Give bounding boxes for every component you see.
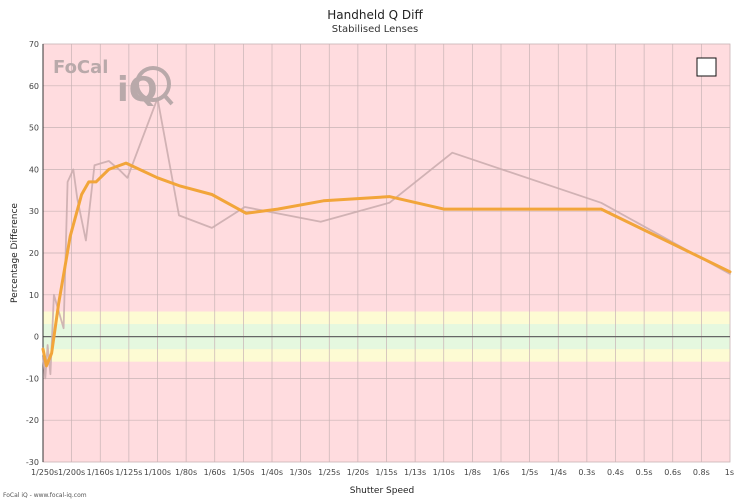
x-tick-label: 0.4s [607, 468, 624, 477]
x-tick-label: 0.5s [636, 468, 653, 477]
x-tick-label: 1/40s [261, 468, 283, 477]
y-tick-label: 60 [29, 82, 39, 91]
y-tick-label: -30 [26, 458, 39, 467]
y-tick-label: 10 [29, 291, 39, 300]
chart-subtitle: Stabilised Lenses [332, 24, 418, 35]
x-tick-label: 1/250s [31, 468, 58, 477]
x-tick-label: 1/80s [175, 468, 197, 477]
series-line-smoothed [41, 161, 732, 368]
x-tick-label: 1/5s [521, 468, 538, 477]
x-tick-label: 1/13s [404, 468, 426, 477]
y-tick-label: -20 [26, 416, 39, 425]
footer-credit: FoCal iQ - www.focal-iq.com [3, 492, 87, 499]
x-tick-label: 0.3s [578, 468, 595, 477]
x-tick-label: 1s [725, 468, 734, 477]
y-tick-label: 30 [29, 207, 39, 216]
x-tick-label: 1/200s [58, 468, 85, 477]
y-tick-label: 20 [29, 249, 39, 258]
y-tick-label: 50 [29, 124, 39, 133]
x-tick-label: 1/125s [115, 468, 142, 477]
plot-area: -30 -20 -10 0 10 20 30 40 50 60 70 1/250s 1/200s 1/16… [26, 40, 734, 477]
focal-iq-logo: FoCal iQ [53, 57, 174, 110]
x-tick-label: 0.6s [664, 468, 681, 477]
x-tick-label: 1/15s [375, 468, 397, 477]
y-tick-label: 40 [29, 165, 39, 174]
y-tick-label: 70 [29, 40, 39, 49]
x-tick-label: 1/8s [464, 468, 481, 477]
x-tick-label: 1/60s [204, 468, 226, 477]
x-tick-label: 1/10s [433, 468, 455, 477]
x-tick-label: 1/6s [492, 468, 509, 477]
y-axis-label: Percentage Difference [10, 203, 20, 303]
magnifier-handle-icon [163, 94, 174, 106]
x-tick-label: 1/30s [290, 468, 312, 477]
x-tick-label: 0.8s [693, 468, 710, 477]
x-tick-label: 1/25s [318, 468, 340, 477]
magnifier-icon [135, 66, 171, 102]
series-line-raw [42, 97, 731, 380]
x-tick-label: 1/20s [347, 468, 369, 477]
legend-box[interactable] [696, 57, 717, 77]
chart-title: Handheld Q Diff [327, 8, 423, 22]
y-tick-label: 0 [34, 333, 39, 342]
x-axis-label: Shutter Speed [350, 486, 415, 496]
x-tick-label: 1/160s [87, 468, 114, 477]
logo-brand: FoCal [53, 57, 108, 78]
legend [696, 57, 717, 77]
x-tick-label: 1/4s [550, 468, 567, 477]
x-tick-label: 1/100s [144, 468, 171, 477]
y-tick-label: -10 [26, 374, 39, 383]
x-tick-label: 1/50s [232, 468, 254, 477]
